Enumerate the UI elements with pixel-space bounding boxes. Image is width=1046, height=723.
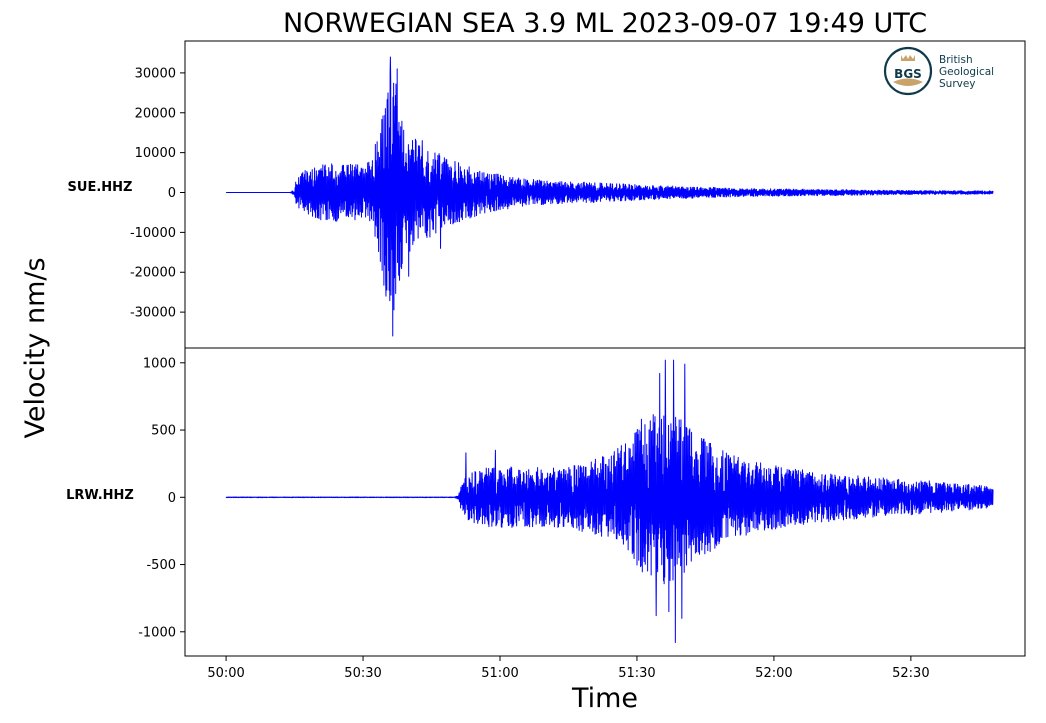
x-tick-label: 52:30 xyxy=(892,666,929,681)
sue-panel: 30000 20000 10000 0 -10000 -20000 -30000 SUE.H… xyxy=(68,40,1026,349)
x-tick-label: 50:30 xyxy=(344,666,381,681)
y-tick-label: -1000 xyxy=(138,625,176,640)
y-tick-label: -10000 xyxy=(130,226,176,241)
x-tick-label: 51:30 xyxy=(618,666,655,681)
y-tick-label: 500 xyxy=(151,424,176,439)
waveform-trace-1 xyxy=(225,359,994,644)
bgs-logo-badge: BGS xyxy=(894,67,922,81)
waveform-trace-0 xyxy=(225,56,994,337)
y-tick-label: -20000 xyxy=(130,266,176,281)
sue-trace-group xyxy=(225,56,994,337)
station-label-sue: SUE.HHZ xyxy=(68,180,133,195)
logo-line-2: Geological xyxy=(939,66,994,78)
lrw-trace-group xyxy=(225,359,994,644)
lrw-panel-frame xyxy=(184,347,1026,657)
y-tick-label: 10000 xyxy=(135,146,176,161)
bgs-logo: BGS British Geological Survey xyxy=(883,46,994,96)
chart-title: NORWEGIAN SEA 3.9 ML 2023-09-07 19:49 UT… xyxy=(283,8,927,39)
station-label-lrw: LRW.HHZ xyxy=(66,488,134,503)
x-ticks: 50:00 50:30 51:00 51:30 52:00 52:30 xyxy=(207,656,930,681)
sue-y-ticks: 30000 20000 10000 0 -10000 -20000 -30000 xyxy=(130,66,185,321)
y-tick-label: -500 xyxy=(146,558,176,573)
x-axis-label: Time xyxy=(571,683,638,714)
y-tick-label: 0 xyxy=(168,186,176,201)
x-tick-label: 51:00 xyxy=(481,666,518,681)
logo-line-1: British xyxy=(939,54,973,66)
lrw-panel: 1000 500 0 -500 -1000 LRW.HHZ xyxy=(66,347,1026,657)
y-axis-label: Velocity nm/s xyxy=(20,257,51,438)
y-tick-label: 30000 xyxy=(135,66,176,81)
logo-line-3: Survey xyxy=(939,78,976,90)
y-tick-label: 20000 xyxy=(135,106,176,121)
x-tick-label: 50:00 xyxy=(207,666,244,681)
y-tick-label: -30000 xyxy=(130,306,176,321)
y-tick-label: 1000 xyxy=(143,356,176,371)
y-tick-label: 0 xyxy=(168,491,176,506)
bgs-logo-swoosh xyxy=(893,78,923,86)
crown-icon xyxy=(901,55,915,61)
x-tick-label: 52:00 xyxy=(755,666,792,681)
lrw-y-ticks: 1000 500 0 -500 -1000 xyxy=(138,356,185,640)
